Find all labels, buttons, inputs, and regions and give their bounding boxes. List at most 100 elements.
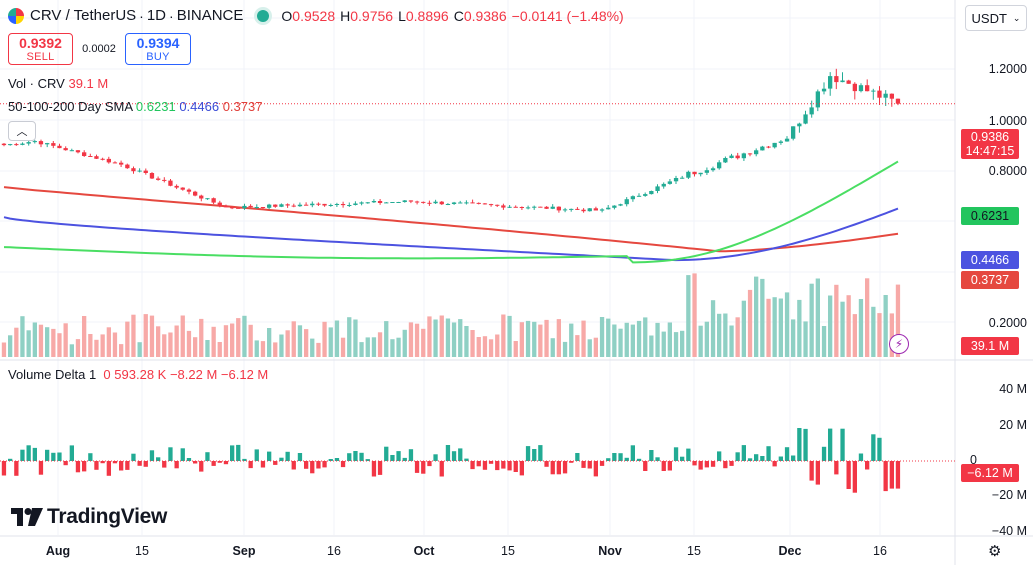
volume-delta-bar [791, 455, 796, 461]
volume-bar [630, 324, 635, 357]
candle-body [88, 156, 93, 157]
volume-bar [82, 316, 87, 357]
candle-body [63, 148, 68, 151]
volume-bar [334, 320, 340, 357]
volume-bar [51, 328, 56, 357]
volume-delta-bar [809, 461, 814, 481]
volume-delta-bar [69, 445, 74, 461]
symbol-name[interactable]: CRV / TetherUS [30, 7, 137, 24]
volume-bar [871, 306, 876, 357]
volume-delta-bar [766, 446, 771, 461]
volume-bar [612, 324, 617, 357]
volume-delta-bar [673, 447, 679, 461]
candle-body [655, 186, 660, 191]
candle-body [766, 146, 771, 148]
candle-body [248, 205, 253, 208]
volume-delta-bar [100, 461, 105, 464]
candle-body [581, 209, 586, 212]
interval[interactable]: 1D [146, 7, 167, 24]
candle-body [20, 143, 25, 145]
volume-bar [760, 278, 765, 357]
candle-body [883, 93, 888, 98]
volume-bar [217, 342, 222, 357]
candle-body [371, 201, 377, 203]
volume-delta-bar [14, 461, 19, 476]
volume-delta-bar [328, 459, 333, 461]
volume-bar [464, 326, 469, 357]
buy-button[interactable]: 0.9394 BUY [125, 33, 191, 65]
volume-bar [402, 329, 407, 357]
volume-bar [94, 339, 99, 357]
candle-body [803, 114, 808, 124]
volume-delta-bar [538, 445, 543, 461]
volume-delta-bar [51, 452, 56, 461]
candle-body [636, 195, 642, 197]
volume-bar [20, 316, 25, 357]
sma50-tag: 0.6231 [961, 207, 1019, 225]
volume-bar [636, 320, 642, 357]
volume-delta-bar [464, 458, 469, 461]
volume-bar [427, 316, 432, 357]
volume-delta-bar [618, 453, 623, 461]
volume-delta-bar [865, 461, 870, 470]
volume-bar [532, 321, 537, 357]
alert-lightning-icon[interactable]: ⚡ [889, 334, 909, 354]
vd-axis-label: 0 [970, 453, 977, 467]
volume-bar [680, 330, 685, 357]
candle-body [377, 201, 383, 203]
candle-body [433, 201, 438, 204]
volume-bar [186, 330, 192, 357]
volume-delta-bar [211, 461, 216, 466]
volume-delta-legend[interactable]: Volume Delta 1 0 593.28 K −8.22 M −6.12 … [8, 367, 269, 382]
volume-bar [353, 319, 358, 357]
volume-delta-bar [125, 461, 130, 470]
volume-bar [815, 278, 820, 357]
volume-bar [482, 336, 488, 357]
candle-body [649, 191, 654, 195]
candle-body [427, 202, 432, 204]
volume-bar [852, 314, 857, 357]
volume-bar [45, 327, 50, 357]
candle-body [852, 83, 857, 92]
settings-gear-icon[interactable]: ⚙ [988, 543, 1002, 560]
volume-legend[interactable]: Vol · CRV 39.1 M [8, 76, 109, 91]
time-axis-label: 15 [687, 544, 701, 558]
candle-body [451, 202, 457, 204]
volume-bar [766, 298, 771, 357]
tradingview-logo[interactable]: TradingView [11, 505, 167, 529]
candle-body [347, 205, 352, 206]
volume-delta-bar [217, 461, 222, 463]
crv-logo-icon [8, 7, 24, 24]
candle-body [704, 170, 709, 173]
volume-delta-bar [365, 459, 370, 461]
volume-bar [599, 317, 605, 357]
change-value: −0.0141 (−1.48%) [511, 7, 624, 24]
volume-delta-bar [106, 461, 111, 476]
volume-bar [340, 337, 346, 357]
sell-button[interactable]: 0.9392 SELL [8, 33, 73, 65]
sma200-line [3, 186, 899, 253]
volume-bar [156, 326, 161, 357]
volume-bar [569, 323, 574, 357]
sma-legend[interactable]: 50-100-200 Day SMA 0.6231 0.4466 0.3737 [8, 99, 263, 114]
candle-body [871, 90, 876, 92]
volume-delta-bar [828, 428, 833, 461]
candle-body [384, 202, 389, 204]
candle-body [877, 90, 882, 98]
volume-bar [26, 330, 31, 357]
volume-delta-bar [82, 461, 87, 472]
currency-select[interactable]: USDT ⌄ [965, 5, 1027, 31]
candle-body [82, 152, 87, 156]
volume-bar [661, 331, 666, 357]
volume-bar [285, 330, 290, 357]
candle-body [513, 206, 518, 208]
volume-delta-bar [180, 448, 185, 461]
time-axis-label: 15 [135, 544, 149, 558]
volume-bar [322, 321, 327, 357]
volume-bar [365, 337, 370, 357]
candle-body [168, 180, 173, 186]
candle-body [470, 202, 475, 204]
collapse-legend-button[interactable]: ︿ [8, 121, 36, 141]
